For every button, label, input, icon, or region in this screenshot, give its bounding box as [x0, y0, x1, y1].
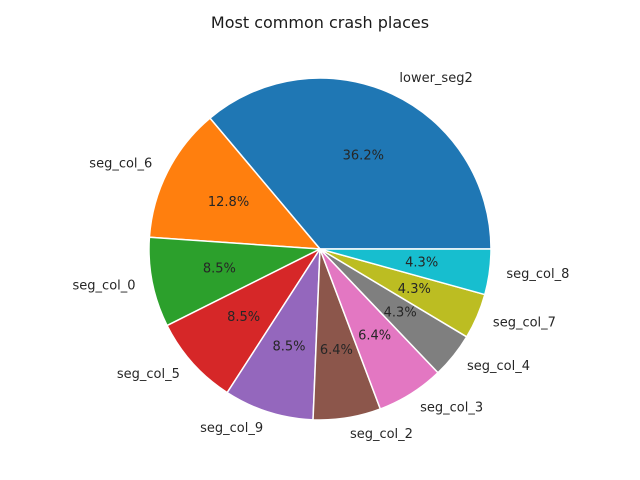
pct-label-seg-col-4: 4.3%: [384, 306, 417, 321]
pie-slice-seg-col-6: [148, 117, 321, 250]
category-label-lower-seg2: lower_seg2: [399, 71, 472, 86]
pie-slice-seg-col-5: [166, 248, 321, 394]
category-label-seg-col-8: seg_col_8: [506, 267, 569, 282]
category-label-seg-col-5: seg_col_5: [117, 367, 180, 382]
category-label-seg-col-7: seg_col_7: [493, 316, 556, 331]
pct-label-seg-col-0: 8.5%: [203, 262, 236, 277]
chart-title: Most common crash places: [211, 13, 429, 32]
category-label-seg-col-9: seg_col_9: [200, 421, 263, 436]
category-labels: lower_seg2seg_col_6seg_col_0seg_col_5seg…: [73, 71, 570, 442]
category-label-seg-col-6: seg_col_6: [89, 156, 152, 171]
pie-slice-lower-seg2: [209, 77, 492, 250]
category-label-seg-col-2: seg_col_2: [350, 427, 413, 442]
pct-label-seg-col-9: 8.5%: [272, 339, 305, 354]
category-label-seg-col-3: seg_col_3: [420, 401, 483, 416]
pie-slices: [148, 77, 492, 421]
pct-label-seg-col-6: 12.8%: [208, 195, 249, 210]
pct-label-seg-col-7: 4.3%: [398, 282, 431, 297]
pie-slice-seg-col-0: [148, 236, 321, 327]
percentage-labels: 36.2% 12.8% 8.5% 8.5% 8.5% 6.4% 6.4% 4.3% 4.3% 4.…: [203, 148, 438, 357]
pie-slice-seg-col-8: [319, 248, 492, 296]
category-label-seg-col-4: seg_col_4: [467, 359, 530, 374]
pie-slice-seg-col-9: [226, 248, 321, 421]
pct-label-seg-col-8: 4.3%: [405, 255, 438, 270]
pct-label-seg-col-3: 6.4%: [358, 328, 391, 343]
pct-label-seg-col-5: 8.5%: [227, 310, 260, 325]
category-label-seg-col-0: seg_col_0: [73, 278, 136, 293]
pct-label-seg-col-2: 6.4%: [320, 343, 353, 358]
pct-label-lower-seg2: 36.2%: [343, 148, 384, 163]
